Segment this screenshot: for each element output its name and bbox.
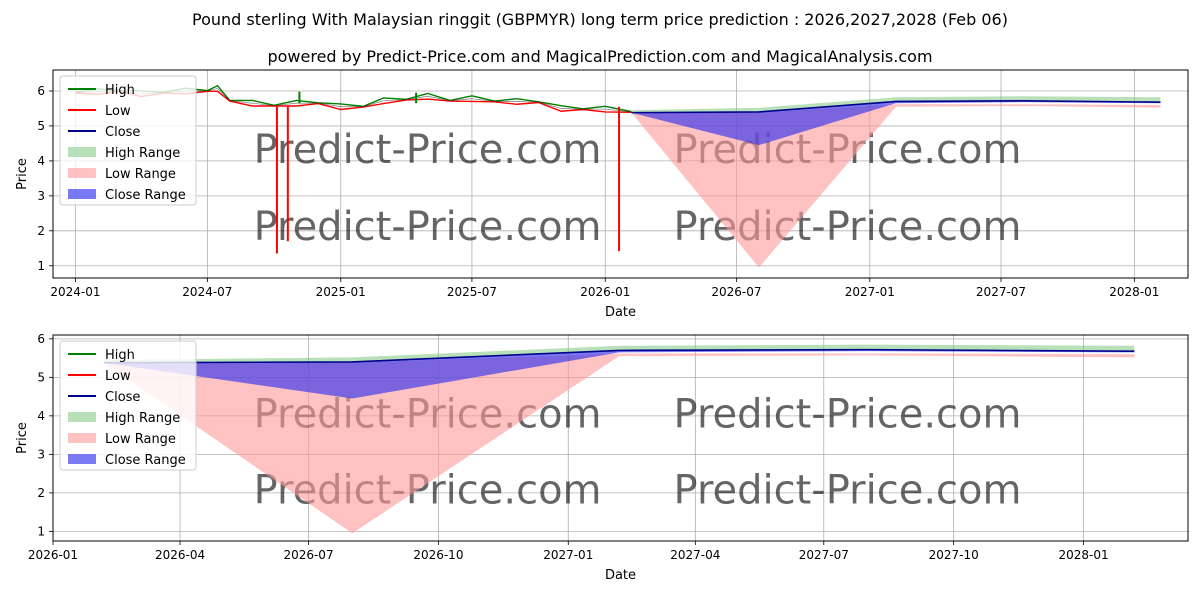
- legend-low-range-label: Low Range: [105, 167, 176, 182]
- top-plot-area: [75, 84, 1161, 268]
- x-tick-label: 2027-04: [670, 548, 720, 562]
- y-tick-label: 5: [37, 370, 45, 384]
- y-tick-label: 5: [37, 119, 45, 133]
- legend-high-range-label: High Range: [105, 146, 180, 161]
- x-tick-label: 2026-04: [155, 548, 205, 562]
- legend-high-range-label: High Range: [105, 411, 180, 426]
- legend-low-range-swatch: [68, 168, 96, 178]
- legend-high-label: High: [105, 83, 135, 98]
- chart-subtitle: powered by Predict-Price.com and Magical…: [267, 47, 932, 66]
- legend-close-range-label: Close Range: [105, 453, 186, 468]
- close-forecast-line: [103, 348, 1135, 364]
- y-tick-label: 1: [37, 259, 45, 273]
- y-tick-label: 4: [37, 154, 45, 168]
- watermark-text: Predict-Price.com: [674, 468, 1022, 514]
- low-range-band: [631, 104, 1161, 268]
- x-tick-label: 2024-07: [182, 285, 232, 299]
- chart-title: Pound sterling With Malaysian ringgit (G…: [192, 10, 1008, 29]
- x-tick-label: 2026-10: [413, 548, 463, 562]
- x-tick-label: 2026-07: [283, 548, 333, 562]
- x-tick-label: 2027-01: [543, 548, 593, 562]
- x-tick-label: 2027-07: [976, 285, 1026, 299]
- y-tick-label: 2: [37, 486, 45, 500]
- y-tick-label: 4: [37, 409, 45, 423]
- legend-close-label: Close: [105, 125, 140, 140]
- y-axis-label: Price: [15, 158, 30, 190]
- watermark-text: Predict-Price.com: [254, 127, 602, 173]
- legend-high-range-swatch: [68, 412, 96, 422]
- watermark-text: Predict-Price.com: [254, 204, 602, 250]
- x-tick-label: 2026-07: [711, 285, 761, 299]
- x-tick-label: 2028-01: [1109, 285, 1159, 299]
- legend-close-range-label: Close Range: [105, 188, 186, 203]
- x-axis-label: Date: [605, 568, 636, 583]
- x-tick-label: 2026-01: [28, 548, 78, 562]
- y-tick-label: 3: [37, 447, 45, 461]
- x-axis-label: Date: [605, 305, 636, 320]
- watermark-text: Predict-Price.com: [674, 391, 1022, 437]
- x-tick-label: 2025-07: [447, 285, 497, 299]
- y-tick-label: 6: [37, 84, 45, 98]
- close-forecast-line: [631, 99, 1161, 114]
- bottom-panel: 2026-01 2026-04 2026-07 2026-10 2027-01 2027-…: [15, 332, 1189, 583]
- bottom-plot-area: [103, 344, 1135, 534]
- legend-close-label: Close: [105, 390, 140, 405]
- x-tick-label: 2028-01: [1058, 548, 1108, 562]
- y-axis-label: Price: [15, 422, 30, 454]
- legend-low-label: Low: [105, 104, 131, 119]
- x-tick-label: 2024-01: [50, 285, 100, 299]
- x-tick-label: 2027-07: [799, 548, 849, 562]
- y-tick-label: 6: [37, 332, 45, 346]
- legend-close-range-swatch: [68, 454, 96, 464]
- bottom-axes-frame: [52, 334, 1189, 542]
- y-tick-label: 1: [37, 524, 45, 538]
- legend-low-range-label: Low Range: [105, 432, 176, 447]
- legend-close-range-swatch: [68, 189, 96, 199]
- low-range-band: [103, 353, 1135, 534]
- legend-high-range-swatch: [68, 147, 96, 157]
- y-tick-label: 2: [37, 224, 45, 238]
- top-panel: 2024-01 2024-07 2025-01 2025-07 2026-01 2026-…: [15, 69, 1189, 320]
- x-tick-label: 2027-10: [929, 548, 979, 562]
- legend-high-label: High: [105, 348, 135, 363]
- top-axes-frame: [52, 69, 1189, 279]
- legend-low-range-swatch: [68, 433, 96, 443]
- legend-low-label: Low: [105, 369, 131, 384]
- y-tick-label: 3: [37, 189, 45, 203]
- x-tick-label: 2027-01: [845, 285, 895, 299]
- x-tick-label: 2025-01: [316, 285, 366, 299]
- x-tick-label: 2026-01: [580, 285, 630, 299]
